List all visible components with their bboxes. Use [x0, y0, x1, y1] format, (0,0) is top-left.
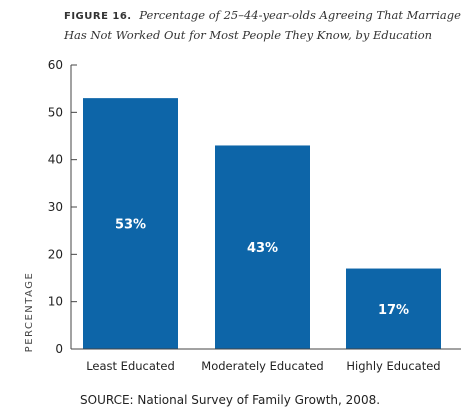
bar	[346, 268, 441, 349]
chart-title: FIGURE 16. Percentage of 25–44-year-olds…	[64, 6, 464, 44]
x-tick-label: Highly Educated	[346, 359, 440, 373]
y-tick-label: 20	[48, 247, 63, 261]
bars: 53% 43% 17%	[83, 98, 441, 349]
figure-title: Percentage of 25–44-year-olds Agreeing T…	[64, 8, 461, 42]
source-note: SOURCE: National Survey of Family Growth…	[80, 393, 380, 407]
bar-data-label: 17%	[378, 303, 409, 318]
bar-data-label: 43%	[247, 241, 278, 256]
bar-data-label: 53%	[115, 218, 146, 233]
bar	[215, 145, 310, 349]
y-tick-label: 30	[48, 200, 63, 214]
bar	[83, 98, 178, 349]
x-tick-label: Moderately Educated	[201, 359, 323, 373]
figure-label: FIGURE 16.	[64, 11, 132, 22]
source-label: SOURCE:	[80, 393, 134, 407]
y-axis-label: PERCENTAGE	[24, 272, 35, 353]
y-tick-label: 0	[55, 342, 63, 356]
y-tick-label: 40	[48, 153, 63, 167]
y-tick-label: 10	[48, 295, 63, 309]
y-tick-label: 50	[48, 105, 63, 119]
y-tick-label: 60	[48, 58, 63, 72]
source-text: National Survey of Family Growth, 2008.	[137, 393, 381, 407]
x-tick-label: Least Educated	[86, 359, 175, 373]
x-axis: Least Educated Moderately Educated Highly …	[71, 348, 461, 373]
y-axis: 0 10 20 30 40 50 60	[48, 58, 77, 356]
